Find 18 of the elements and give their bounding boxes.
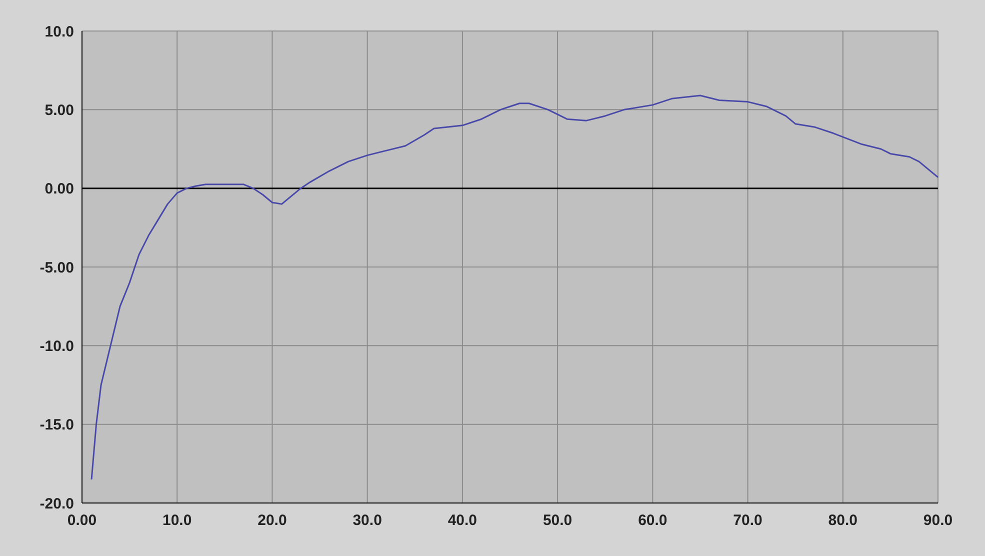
x-tick-label: 70.0 [733, 512, 762, 529]
y-tick-label: 10.0 [44, 23, 74, 40]
x-tick-label: 10.0 [162, 512, 192, 529]
x-tick-label: 90.0 [923, 512, 953, 529]
x-tick-label: 80.0 [828, 512, 858, 529]
x-tick-label: 20.0 [258, 512, 287, 529]
y-tick-label: -10.0 [40, 338, 74, 355]
x-tick-label: 30.0 [352, 512, 382, 529]
y-tick-label: -5.00 [40, 259, 74, 276]
y-tick-label: -15.0 [40, 416, 74, 434]
line-series [90, 94, 939, 480]
y-tick-label: 0.00 [44, 180, 74, 198]
x-tick-label: 50.0 [542, 512, 572, 529]
x-tick-label: 40.0 [448, 512, 478, 529]
y-tick-label: 5.00 [44, 102, 74, 119]
x-tick-label: 0.00 [67, 512, 97, 529]
y-tick-label: -20.0 [40, 495, 74, 512]
x-tick-label: 60.0 [638, 512, 668, 529]
